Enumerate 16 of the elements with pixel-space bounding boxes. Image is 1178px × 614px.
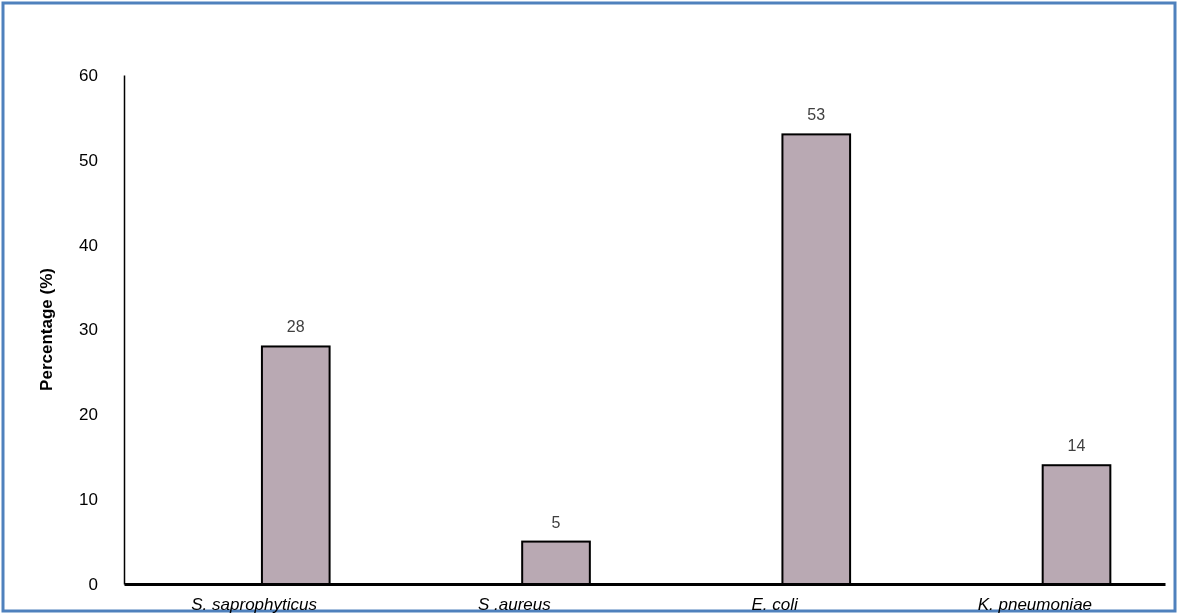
data-label: 14 — [1067, 437, 1086, 455]
data-label: 53 — [807, 106, 826, 124]
x-tick-label: E. coli — [751, 595, 799, 614]
y-tick-label: 30 — [79, 320, 98, 340]
y-tick-label: 50 — [79, 150, 98, 170]
y-tick-label: 40 — [79, 235, 98, 255]
x-tick-label: S .aureus — [477, 595, 552, 614]
y-tick-label: 0 — [88, 574, 98, 594]
y-tick-label: 20 — [79, 405, 98, 425]
x-tick-label: K. pneumoniae — [977, 595, 1093, 614]
y-tick-label: 10 — [79, 490, 98, 510]
data-label: 5 — [551, 513, 561, 531]
data-label: 28 — [286, 318, 305, 336]
y-axis-title: Percentage (%) — [37, 268, 56, 391]
x-tick-label: S. saprophyticus — [191, 595, 318, 614]
y-tick-label: 60 — [79, 65, 98, 85]
